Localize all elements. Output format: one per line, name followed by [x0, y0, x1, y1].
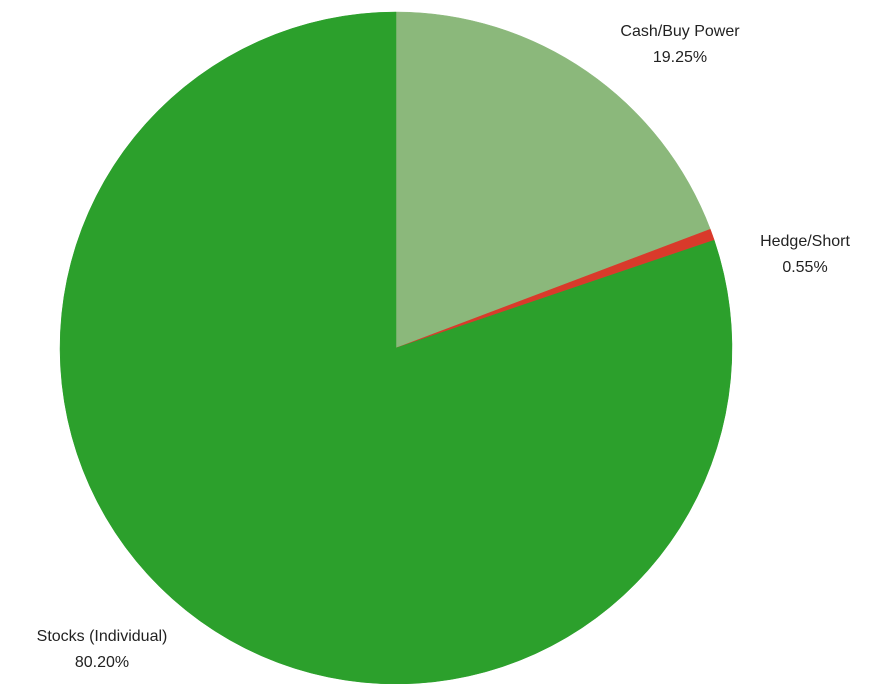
- pie-labels: Cash/Buy Power 19.25% Hedge/Short 0.55% …: [37, 23, 851, 671]
- label-stocks-individual-value: 80.20%: [75, 654, 129, 671]
- label-hedge-short-value: 0.55%: [782, 259, 827, 276]
- pie-slices: [59, 11, 733, 684]
- label-cash-buy-power-value: 19.25%: [653, 49, 707, 66]
- label-stocks-individual-name: Stocks (Individual): [37, 628, 168, 645]
- pie-slice-stocks-individual: [59, 11, 733, 684]
- label-hedge-short-name: Hedge/Short: [760, 233, 850, 250]
- pie-slice-cash-buy-power: [395, 11, 711, 349]
- label-cash-buy-power-name: Cash/Buy Power: [620, 23, 740, 40]
